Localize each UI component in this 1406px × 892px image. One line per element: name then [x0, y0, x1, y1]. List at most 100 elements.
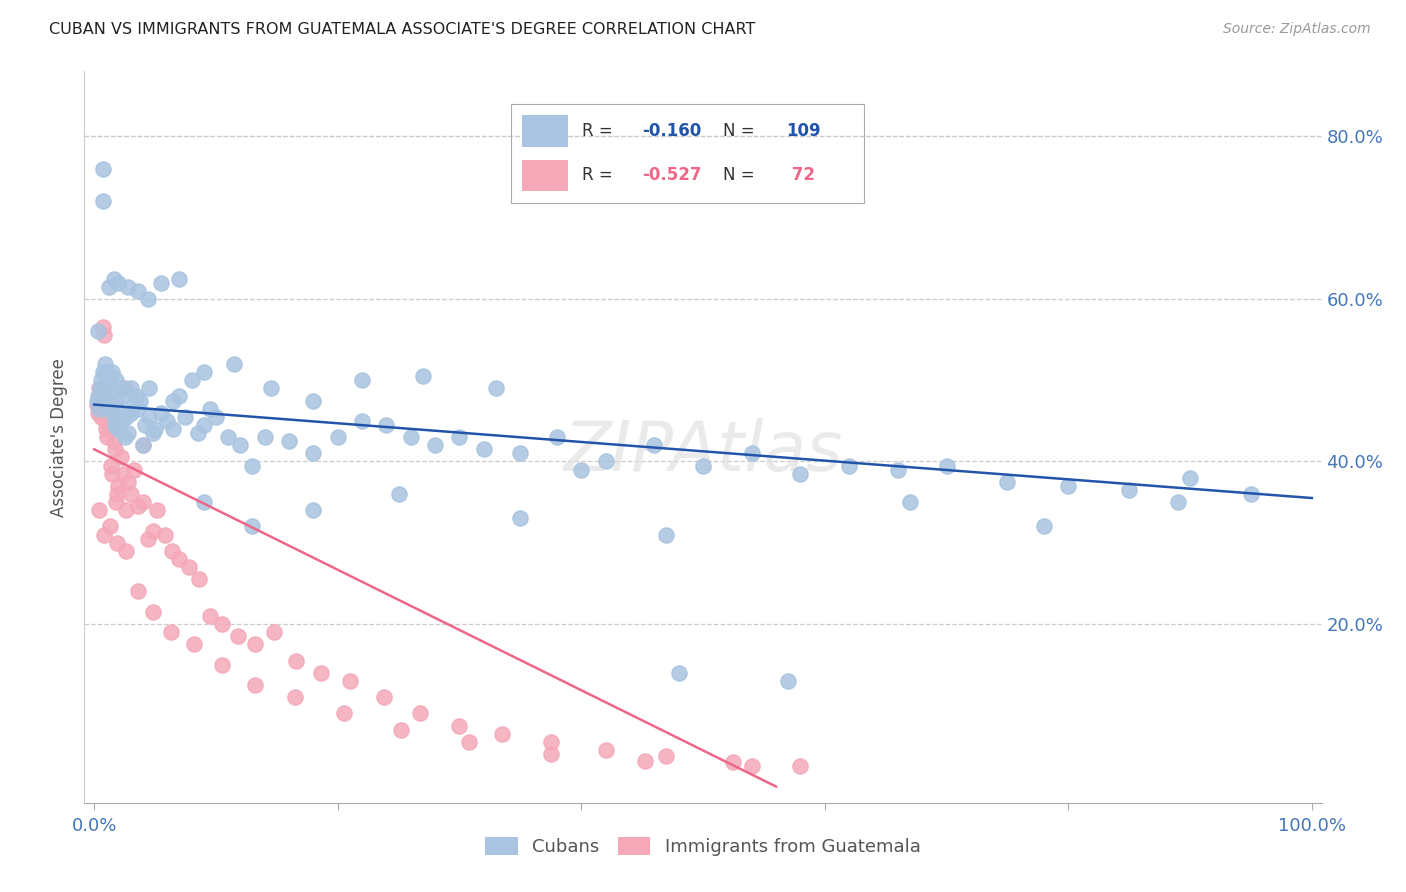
Point [143, 422, 166, 436]
Legend: Cubans, Immigrants from Guatemala: Cubans, Immigrants from Guatemala [478, 830, 928, 863]
Point [87, 406, 110, 420]
Point [132, 438, 155, 452]
Point [120, 381, 142, 395]
Point [243, 678, 266, 692]
Point [169, 552, 191, 566]
Point [120, 487, 142, 501]
Point [91, 320, 114, 334]
Point [242, 519, 264, 533]
Point [633, 754, 655, 768]
Point [89, 381, 111, 395]
Point [193, 495, 215, 509]
Point [472, 442, 495, 457]
Point [741, 759, 763, 773]
Point [90, 373, 112, 387]
Point [150, 406, 173, 420]
Point [87, 503, 110, 517]
Point [243, 637, 266, 651]
Point [509, 511, 531, 525]
Point [100, 458, 122, 473]
Point [242, 458, 264, 473]
Point [114, 503, 136, 517]
Point [260, 381, 283, 395]
Point [96, 393, 118, 408]
Point [87, 401, 110, 416]
Point [87, 325, 110, 339]
Point [375, 417, 398, 432]
Point [387, 487, 409, 501]
Point [183, 637, 205, 651]
Point [114, 381, 136, 395]
Point [107, 479, 129, 493]
Point [211, 657, 233, 672]
Point [101, 467, 124, 481]
Point [98, 369, 121, 384]
Point [134, 417, 156, 432]
Point [389, 723, 412, 737]
Point [838, 458, 860, 473]
Point [174, 409, 197, 424]
Point [127, 499, 149, 513]
Point [124, 389, 146, 403]
Point [569, 462, 592, 476]
Point [97, 422, 120, 436]
Point [87, 389, 110, 403]
Point [97, 279, 120, 293]
Point [97, 385, 120, 400]
Point [100, 377, 122, 392]
Point [540, 735, 562, 749]
Point [91, 194, 114, 209]
Point [112, 467, 135, 481]
Point [449, 718, 471, 732]
Point [136, 292, 159, 306]
Point [117, 425, 139, 440]
Point [655, 527, 678, 541]
Point [668, 665, 690, 680]
Point [114, 544, 136, 558]
Point [107, 422, 129, 436]
Point [1178, 471, 1201, 485]
Point [86, 398, 108, 412]
Point [302, 446, 325, 460]
Point [129, 393, 152, 408]
Point [103, 409, 125, 424]
Point [187, 425, 209, 440]
Point [423, 438, 446, 452]
Point [107, 276, 129, 290]
Point [94, 414, 117, 428]
Point [146, 503, 169, 517]
Point [1118, 483, 1140, 497]
Point [509, 446, 531, 460]
Point [104, 417, 127, 432]
Point [187, 572, 209, 586]
Point [1240, 487, 1263, 501]
Point [1057, 479, 1080, 493]
Point [226, 629, 249, 643]
Point [302, 393, 325, 408]
Point [263, 625, 285, 640]
Point [105, 487, 128, 501]
Point [643, 438, 665, 452]
Y-axis label: Associate's Degree: Associate's Degree [51, 358, 69, 516]
Point [103, 434, 125, 449]
Point [778, 673, 800, 688]
Point [595, 743, 617, 757]
Point [449, 430, 471, 444]
Point [87, 381, 110, 395]
Point [350, 414, 373, 428]
Point [887, 462, 910, 476]
Point [124, 462, 146, 476]
Point [142, 425, 165, 440]
Point [935, 458, 957, 473]
Point [898, 495, 921, 509]
Point [127, 284, 149, 298]
Point [138, 381, 160, 395]
Point [138, 409, 160, 424]
Point [94, 357, 117, 371]
Point [93, 527, 115, 541]
Point [93, 389, 115, 403]
Point [105, 373, 128, 387]
Point [309, 665, 332, 680]
Point [114, 409, 136, 424]
Point [114, 430, 136, 444]
